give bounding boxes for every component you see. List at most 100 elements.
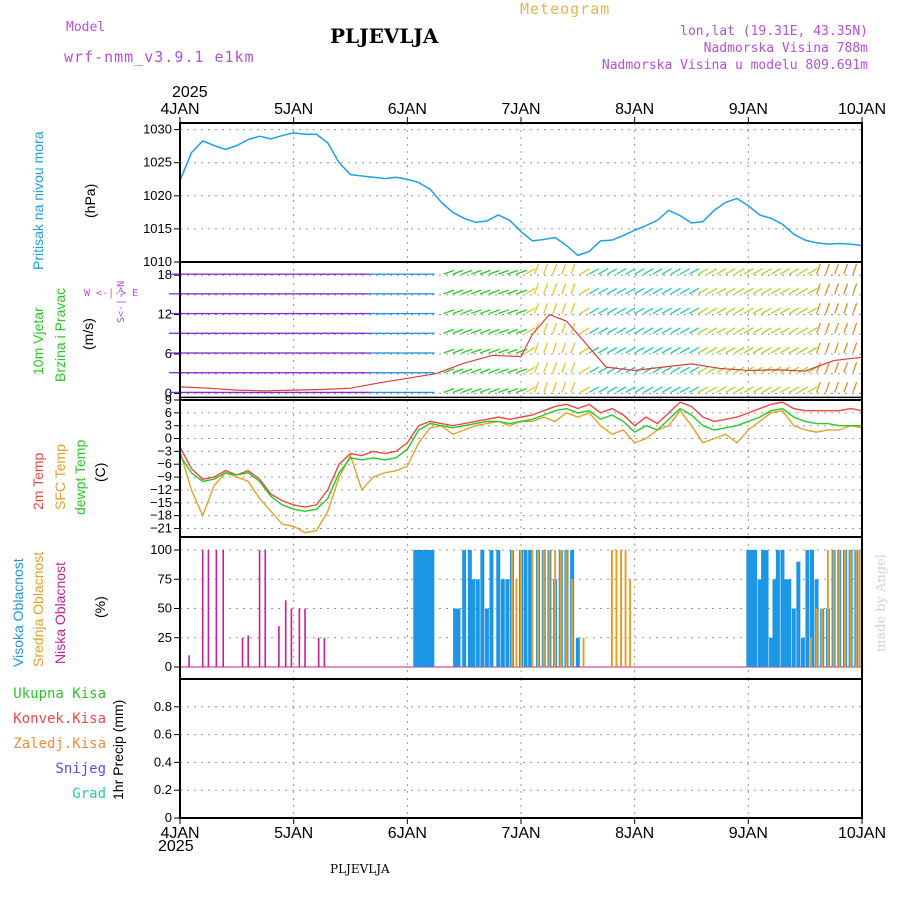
- wind-arrow: [707, 327, 718, 334]
- wind-arrow: [734, 307, 745, 315]
- wind-arrow: [543, 381, 549, 393]
- wind-arrow: [843, 263, 849, 275]
- wind-arrow: [670, 268, 681, 275]
- wind-arrow: [770, 346, 781, 354]
- precip-legend-snow: Snijeg: [55, 761, 106, 777]
- wind-arrow: [525, 268, 536, 275]
- wind-arrow: [825, 303, 830, 314]
- high-cloud-bar: [575, 637, 580, 667]
- wind-arrow: [552, 342, 558, 354]
- wind-arrow: [543, 342, 549, 354]
- wind-arrow: [815, 283, 821, 295]
- day-label-bottom: 8JAN: [615, 825, 654, 842]
- wind-arrow: [616, 386, 627, 393]
- wind-arrow: [688, 287, 700, 295]
- wind-arrow: [815, 342, 821, 354]
- wind-arrow: [534, 303, 540, 314]
- wind-arrow: [634, 268, 645, 275]
- day-label-bottom: 9JAN: [729, 825, 768, 842]
- wind-arrow: [661, 366, 672, 374]
- day-label-top: 10JAN: [838, 101, 886, 118]
- wind-arrow: [788, 287, 800, 295]
- wind-arrow: [579, 346, 590, 354]
- day-label-bottom: 4JAN: [160, 825, 199, 842]
- precip-unit: 1hr Precip (mm): [110, 699, 126, 800]
- wind-arrow: [815, 303, 821, 314]
- wind-arrow: [443, 289, 455, 295]
- wind-arrow: [552, 362, 558, 373]
- wind-arrow: [461, 348, 473, 354]
- wind-arrow: [561, 322, 567, 334]
- high-cloud-bar: [746, 550, 751, 667]
- high-cloud-bar: [761, 550, 766, 667]
- wind-arrow: [852, 381, 858, 393]
- wind-arrow: [443, 269, 455, 275]
- wind-arrow: [697, 327, 709, 334]
- wind-arrow: [625, 287, 636, 295]
- wind-arrow: [597, 327, 609, 334]
- wind-arrow: [607, 287, 618, 295]
- wind-arrow: [616, 327, 627, 334]
- wind-arrow: [643, 307, 654, 315]
- wind-arrow: [625, 268, 636, 275]
- day-label-top: 8JAN: [615, 101, 654, 118]
- wind-arrow: [597, 307, 609, 315]
- wind-arrow: [570, 362, 576, 373]
- day-label-bottom: 5JAN: [274, 825, 313, 842]
- wind-arrow: [561, 283, 567, 295]
- wind-arrow: [716, 366, 727, 374]
- wind-arrow: [470, 269, 482, 275]
- wind-arrow: [543, 362, 549, 373]
- wind-arrow: [825, 322, 830, 334]
- wind-arrow: [679, 327, 690, 334]
- wind-arrow: [534, 342, 540, 354]
- wind-arrow: [452, 368, 464, 374]
- wind-arrow: [752, 327, 763, 334]
- wind-arrow: [443, 328, 455, 334]
- wind-arrow: [479, 289, 491, 295]
- wind-arrow: [570, 263, 576, 275]
- wind-arrow: [461, 328, 473, 334]
- pressure-line: [179, 132, 863, 257]
- day-label-top: 4JAN: [160, 101, 199, 118]
- wind-arrow: [707, 346, 718, 354]
- wind-arrow: [670, 307, 681, 315]
- high-cloud-bar: [505, 579, 510, 667]
- wind-arrow: [688, 346, 700, 354]
- day-label-top: 9JAN: [729, 101, 768, 118]
- wind-arrow: [652, 307, 663, 315]
- temp-dewpt-line: [179, 407, 862, 513]
- y-tick-label: 75: [158, 571, 172, 586]
- wind-arrow: [798, 327, 809, 334]
- wind-compass-we: W <-|-> E: [84, 288, 139, 299]
- y-tick-label: 6: [165, 405, 172, 420]
- wind-arrow: [725, 366, 736, 374]
- temp-label-2: SFC Temp: [52, 444, 68, 510]
- wind-arrow: [579, 386, 590, 393]
- wind-arrow: [734, 386, 745, 393]
- wind-arrow: [807, 327, 818, 334]
- wind-arrow: [634, 386, 645, 393]
- wind-arrow: [534, 283, 540, 295]
- wind-arrow: [779, 346, 791, 354]
- wind-arrow: [616, 268, 627, 275]
- wind-arrow: [770, 287, 781, 295]
- wind-arrow: [552, 263, 558, 275]
- wind-arrow: [643, 346, 654, 354]
- wind-arrow: [770, 268, 781, 275]
- wind-arrow: [688, 327, 700, 334]
- wind-arrow: [743, 327, 754, 334]
- high-cloud-bar: [471, 579, 476, 667]
- y-tick-label: 25: [158, 630, 172, 645]
- wind-arrows: [169, 263, 858, 394]
- wind-arrow: [452, 328, 464, 334]
- wind-arrow: [670, 287, 681, 295]
- footer-station: PLJEVLJA: [330, 862, 390, 876]
- wind-arrow: [470, 368, 482, 374]
- wind-arrow: [798, 346, 809, 354]
- temp-label-1: 2m Temp: [30, 452, 46, 510]
- wind-arrow: [707, 268, 718, 275]
- wind-arrow: [498, 309, 509, 315]
- wind-arrow: [752, 386, 763, 393]
